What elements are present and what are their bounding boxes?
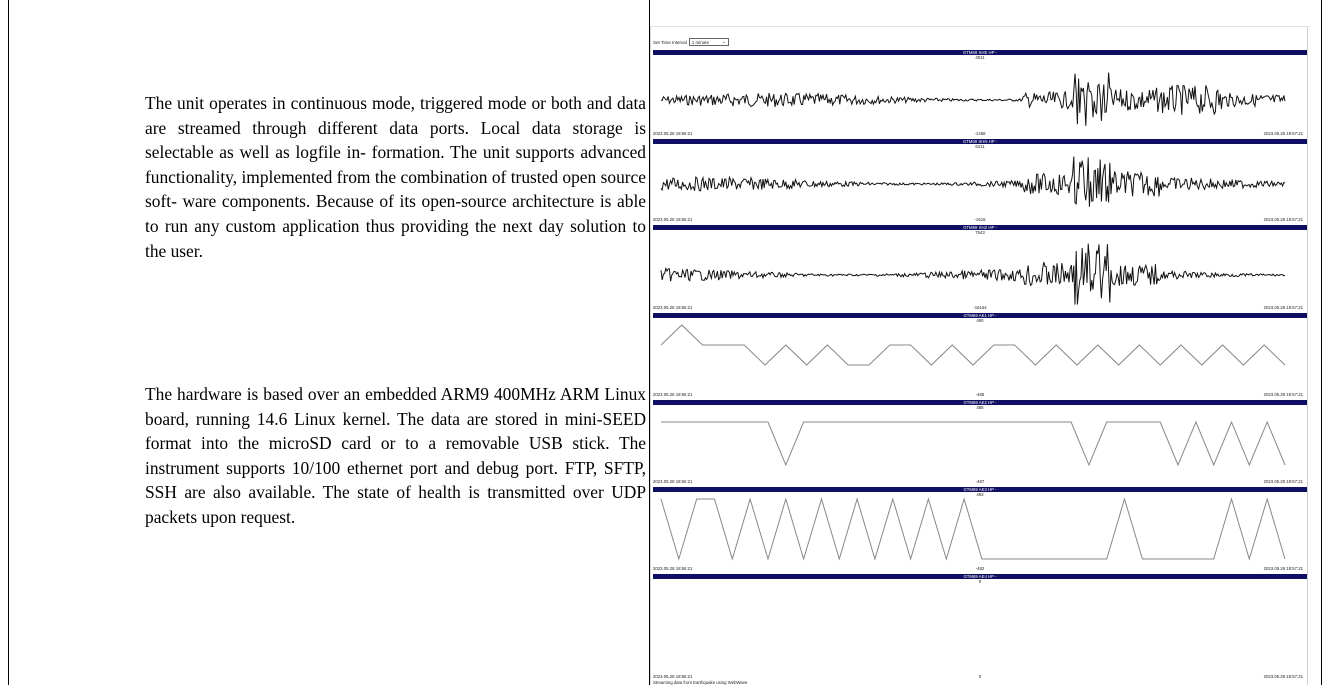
table-border-right bbox=[1321, 0, 1322, 685]
channel-panel: GTM69 AE1 HP -490 2023.05.28 18:56:21 -485… bbox=[653, 313, 1307, 400]
paragraph-hardware: The hardware is based over an embedded A… bbox=[145, 384, 646, 527]
channel-min-value: -16164 bbox=[973, 305, 987, 310]
chevron-down-icon: ⌄ bbox=[721, 39, 726, 45]
channel-footer: 2023.05.28 18:56:21 -16164 2023.05.28 18:5… bbox=[653, 305, 1307, 311]
paragraph-operation-modes: The unit operates in continuous mode, tr… bbox=[145, 93, 646, 261]
time-interval-label: Set Time Interval bbox=[653, 39, 687, 45]
channel-panel: GTM69 AE4 HP -0 2023.05.28 18:56:21 0 2023.… bbox=[653, 574, 1307, 682]
channel-max-value: 6411 bbox=[975, 144, 985, 149]
channel-end-time: 2023.05.28 18:57:21 bbox=[1263, 674, 1303, 679]
channel-panel: GTM69 AE2 HP -488 2023.05.28 18:56:21 -487… bbox=[653, 400, 1307, 487]
channel-start-time: 2023.05.28 18:56:21 bbox=[653, 217, 693, 222]
channel-start-time: 2023.05.28 18:56:21 bbox=[653, 131, 693, 136]
table-border-middle bbox=[649, 0, 650, 685]
channel-min-value: -485 bbox=[975, 392, 985, 397]
channel-footer: 2023.05.28 18:56:21 0 2023.05.28 18:57:21 bbox=[653, 674, 1307, 680]
waveform-trace bbox=[661, 420, 1286, 467]
streaming-footer-note: Streaming data from Earthquake using Web… bbox=[653, 680, 748, 685]
channel-title-bar: GTM69 AE3 HP - bbox=[653, 487, 1307, 492]
layout-table bbox=[8, 0, 1322, 685]
channel-max-value: 4011 bbox=[975, 55, 985, 60]
channel-end-time: 2023.05.28 18:57:21 bbox=[1263, 305, 1303, 310]
channel-title-bar: GTM69 SHZ HP - bbox=[653, 225, 1307, 230]
channel-panel: GTM69 AE3 HP -493 2023.05.28 18:56:21 -482… bbox=[653, 487, 1307, 574]
channel-max-value: 7543 bbox=[975, 230, 985, 235]
channel-min-value: -482 bbox=[975, 566, 985, 571]
channel-end-time: 2023.05.28 18:57:21 bbox=[1263, 131, 1303, 136]
channel-panel: GTM69 SHE HP -4011 2023.05.28 18:56:21 -14… bbox=[653, 50, 1307, 139]
channel-footer: 2023.05.28 18:56:21 -1615 2023.05.28 18:57… bbox=[653, 217, 1307, 223]
channel-footer: 2023.05.28 18:56:21 -487 2023.05.28 18:57:… bbox=[653, 479, 1307, 485]
channel-end-time: 2023.05.28 18:57:21 bbox=[1263, 479, 1303, 484]
waveform-trace bbox=[660, 324, 1286, 366]
channel-waveform-plot bbox=[660, 497, 1286, 561]
channel-panel: GTM69 SHZ HP -7543 2023.05.28 18:56:21 -16… bbox=[653, 225, 1307, 313]
channel-title-bar: GTM69 AE1 HP - bbox=[653, 313, 1307, 318]
text-cell: The unit operates in continuous mode, tr… bbox=[8, 0, 649, 685]
time-interval-controls: Set Time Interval 1 minute ⌄ bbox=[653, 37, 729, 47]
channel-end-time: 2023.05.28 18:57:21 bbox=[1263, 392, 1303, 397]
channel-footer: 2023.05.28 18:56:21 -482 2023.05.28 18:57:… bbox=[653, 566, 1307, 572]
table-border-left bbox=[8, 0, 9, 685]
channel-min-value: -487 bbox=[975, 479, 985, 484]
channel-end-time: 2023.05.28 18:57:21 bbox=[1263, 217, 1303, 222]
channel-title-bar: GTM69 AE2 HP - bbox=[653, 400, 1307, 405]
channel-start-time: 2023.05.28 18:56:21 bbox=[653, 674, 693, 679]
channel-panel: GTM69 SHN HP -6411 2023.05.28 18:56:21 -16… bbox=[653, 139, 1307, 225]
viewer-right-border bbox=[1307, 27, 1308, 685]
channel-max-value: 490 bbox=[976, 318, 984, 323]
waveform-viewer-screenshot: Set Time Interval 1 minute ⌄ GTM69 SHE H… bbox=[650, 26, 1310, 685]
channel-start-time: 2023.05.28 18:56:21 bbox=[653, 479, 693, 484]
channel-footer: 2023.05.28 18:56:21 -1458 2023.05.28 18:57… bbox=[653, 131, 1307, 137]
channel-max-value: 493 bbox=[976, 492, 984, 497]
channel-title-bar: GTM69 SHE HP - bbox=[653, 50, 1307, 55]
channel-start-time: 2023.05.28 18:56:21 bbox=[653, 305, 693, 310]
channel-min-value: -1615 bbox=[974, 217, 986, 222]
channel-max-value: 488 bbox=[976, 405, 984, 410]
channel-end-time: 2023.05.28 18:57:21 bbox=[1263, 566, 1303, 571]
waveform-trace bbox=[660, 72, 1286, 126]
channel-waveform-plot bbox=[660, 156, 1286, 207]
waveform-trace bbox=[660, 497, 1286, 561]
channel-waveform-plot bbox=[653, 574, 1307, 682]
channel-start-time: 2023.05.28 18:56:21 bbox=[653, 566, 693, 571]
channel-waveform-plot bbox=[660, 243, 1286, 305]
channel-title-bar: GTM69 SHN HP - bbox=[653, 139, 1307, 144]
channel-footer: 2023.05.28 18:56:21 -485 2023.05.28 18:57:… bbox=[653, 392, 1307, 398]
channel-title-bar: GTM69 AE4 HP - bbox=[653, 574, 1307, 579]
channel-start-time: 2023.05.28 18:56:21 bbox=[653, 392, 693, 397]
time-interval-select[interactable]: 1 minute ⌄ bbox=[688, 38, 729, 46]
waveform-trace bbox=[660, 243, 1286, 305]
channel-waveform-plot bbox=[660, 324, 1286, 366]
waveform-trace bbox=[660, 156, 1286, 207]
channel-min-value: -1458 bbox=[974, 131, 986, 136]
channel-min-value: 0 bbox=[978, 674, 982, 679]
channel-max-value: 0 bbox=[978, 579, 982, 584]
channel-waveform-plot bbox=[660, 72, 1286, 126]
time-interval-value: 1 minute bbox=[691, 39, 710, 45]
channel-waveform-plot bbox=[661, 420, 1286, 467]
